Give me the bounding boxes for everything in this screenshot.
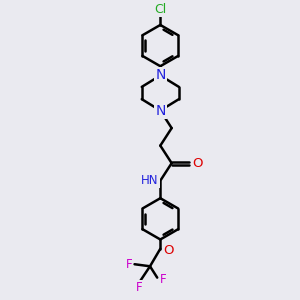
Text: F: F [125, 258, 132, 271]
Text: F: F [136, 281, 142, 294]
Text: O: O [192, 157, 202, 170]
Text: N: N [155, 103, 166, 118]
Text: HN: HN [141, 174, 159, 187]
Text: N: N [155, 68, 166, 83]
Text: O: O [163, 244, 173, 257]
Text: Cl: Cl [154, 3, 167, 16]
Text: F: F [160, 273, 166, 286]
